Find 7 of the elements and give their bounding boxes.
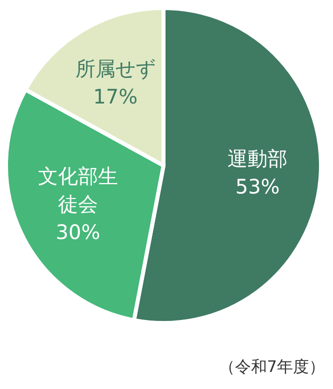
slice-label: 所属せず: [75, 56, 156, 80]
data-label: 53%: [235, 174, 280, 199]
slice-label: 文化部生徒会: [38, 164, 118, 216]
data-label: 17%: [93, 84, 138, 108]
data-label: 30%: [56, 220, 100, 244]
text: （令和7年度）: [218, 357, 325, 376]
slice-label: 運動部: [228, 146, 288, 171]
